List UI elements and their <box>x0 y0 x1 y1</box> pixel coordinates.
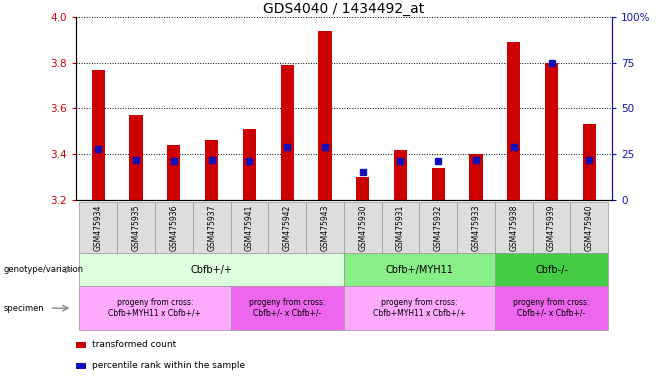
Bar <box>583 124 596 200</box>
Text: progeny from cross:
Cbfb+MYH11 x Cbfb+/+: progeny from cross: Cbfb+MYH11 x Cbfb+/+ <box>373 298 466 318</box>
Bar <box>432 168 445 200</box>
Text: progeny from cross:
Cbfb+MYH11 x Cbfb+/+: progeny from cross: Cbfb+MYH11 x Cbfb+/+ <box>109 298 201 318</box>
Bar <box>318 31 332 200</box>
Bar <box>469 154 482 200</box>
Bar <box>507 42 520 200</box>
Title: GDS4040 / 1434492_at: GDS4040 / 1434492_at <box>263 2 424 16</box>
Bar <box>280 65 293 200</box>
Text: GSM475930: GSM475930 <box>358 204 367 251</box>
Text: GSM475941: GSM475941 <box>245 204 254 251</box>
Text: Cbfb+/+: Cbfb+/+ <box>191 265 232 275</box>
Text: GSM475936: GSM475936 <box>169 204 178 251</box>
Text: progeny from cross:
Cbfb+/- x Cbfb+/-: progeny from cross: Cbfb+/- x Cbfb+/- <box>249 298 326 318</box>
Bar <box>91 70 105 200</box>
Text: GSM475934: GSM475934 <box>94 204 103 251</box>
Text: Cbfb-/-: Cbfb-/- <box>535 265 568 275</box>
Bar <box>356 177 369 200</box>
Text: GSM475942: GSM475942 <box>283 204 291 251</box>
Bar <box>394 149 407 200</box>
Text: GSM475931: GSM475931 <box>396 204 405 251</box>
Text: GSM475932: GSM475932 <box>434 204 443 251</box>
Text: GSM475933: GSM475933 <box>472 204 480 251</box>
Bar <box>243 129 256 200</box>
Text: genotype/variation: genotype/variation <box>3 265 84 274</box>
Text: GSM475940: GSM475940 <box>585 204 594 251</box>
Text: specimen: specimen <box>3 304 44 313</box>
Text: GSM475937: GSM475937 <box>207 204 216 251</box>
Bar <box>545 63 558 200</box>
Bar <box>205 141 218 200</box>
Text: GSM475939: GSM475939 <box>547 204 556 251</box>
Bar <box>130 115 143 200</box>
Text: GSM475938: GSM475938 <box>509 204 519 251</box>
Text: GSM475943: GSM475943 <box>320 204 330 251</box>
Text: progeny from cross:
Cbfb+/- x Cbfb+/-: progeny from cross: Cbfb+/- x Cbfb+/- <box>513 298 590 318</box>
Text: transformed count: transformed count <box>92 340 176 349</box>
Text: GSM475935: GSM475935 <box>132 204 141 251</box>
Text: Cbfb+/MYH11: Cbfb+/MYH11 <box>386 265 453 275</box>
Bar <box>167 145 180 200</box>
Text: percentile rank within the sample: percentile rank within the sample <box>92 361 245 370</box>
